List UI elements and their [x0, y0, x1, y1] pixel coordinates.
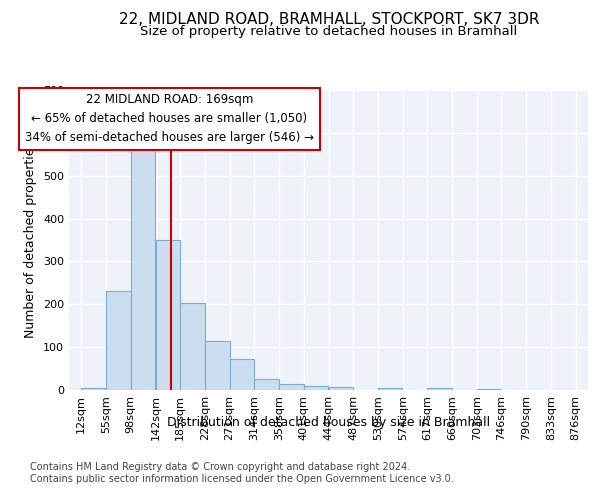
Y-axis label: Number of detached properties: Number of detached properties: [25, 142, 37, 338]
Bar: [427, 388, 452, 390]
Bar: [378, 388, 403, 390]
Text: Size of property relative to detached houses in Bramhall: Size of property relative to detached ho…: [140, 25, 517, 38]
Bar: [304, 386, 329, 390]
Bar: [477, 388, 502, 390]
Bar: [279, 384, 304, 390]
Bar: [131, 142, 155, 390]
Bar: [205, 340, 230, 390]
Bar: [329, 387, 353, 390]
Bar: [230, 359, 254, 390]
Bar: [254, 380, 279, 390]
Text: 22 MIDLAND ROAD: 169sqm
← 65% of detached houses are smaller (1,050)
34% of semi: 22 MIDLAND ROAD: 169sqm ← 65% of detache…: [25, 94, 314, 144]
Bar: [82, 388, 106, 390]
Text: Contains HM Land Registry data © Crown copyright and database right 2024.
Contai: Contains HM Land Registry data © Crown c…: [30, 462, 454, 484]
Bar: [180, 304, 205, 390]
Text: Distribution of detached houses by size in Bramhall: Distribution of detached houses by size …: [167, 416, 490, 429]
Bar: [155, 240, 180, 390]
Bar: [106, 290, 131, 390]
Text: 22, MIDLAND ROAD, BRAMHALL, STOCKPORT, SK7 3DR: 22, MIDLAND ROAD, BRAMHALL, STOCKPORT, S…: [119, 12, 539, 28]
